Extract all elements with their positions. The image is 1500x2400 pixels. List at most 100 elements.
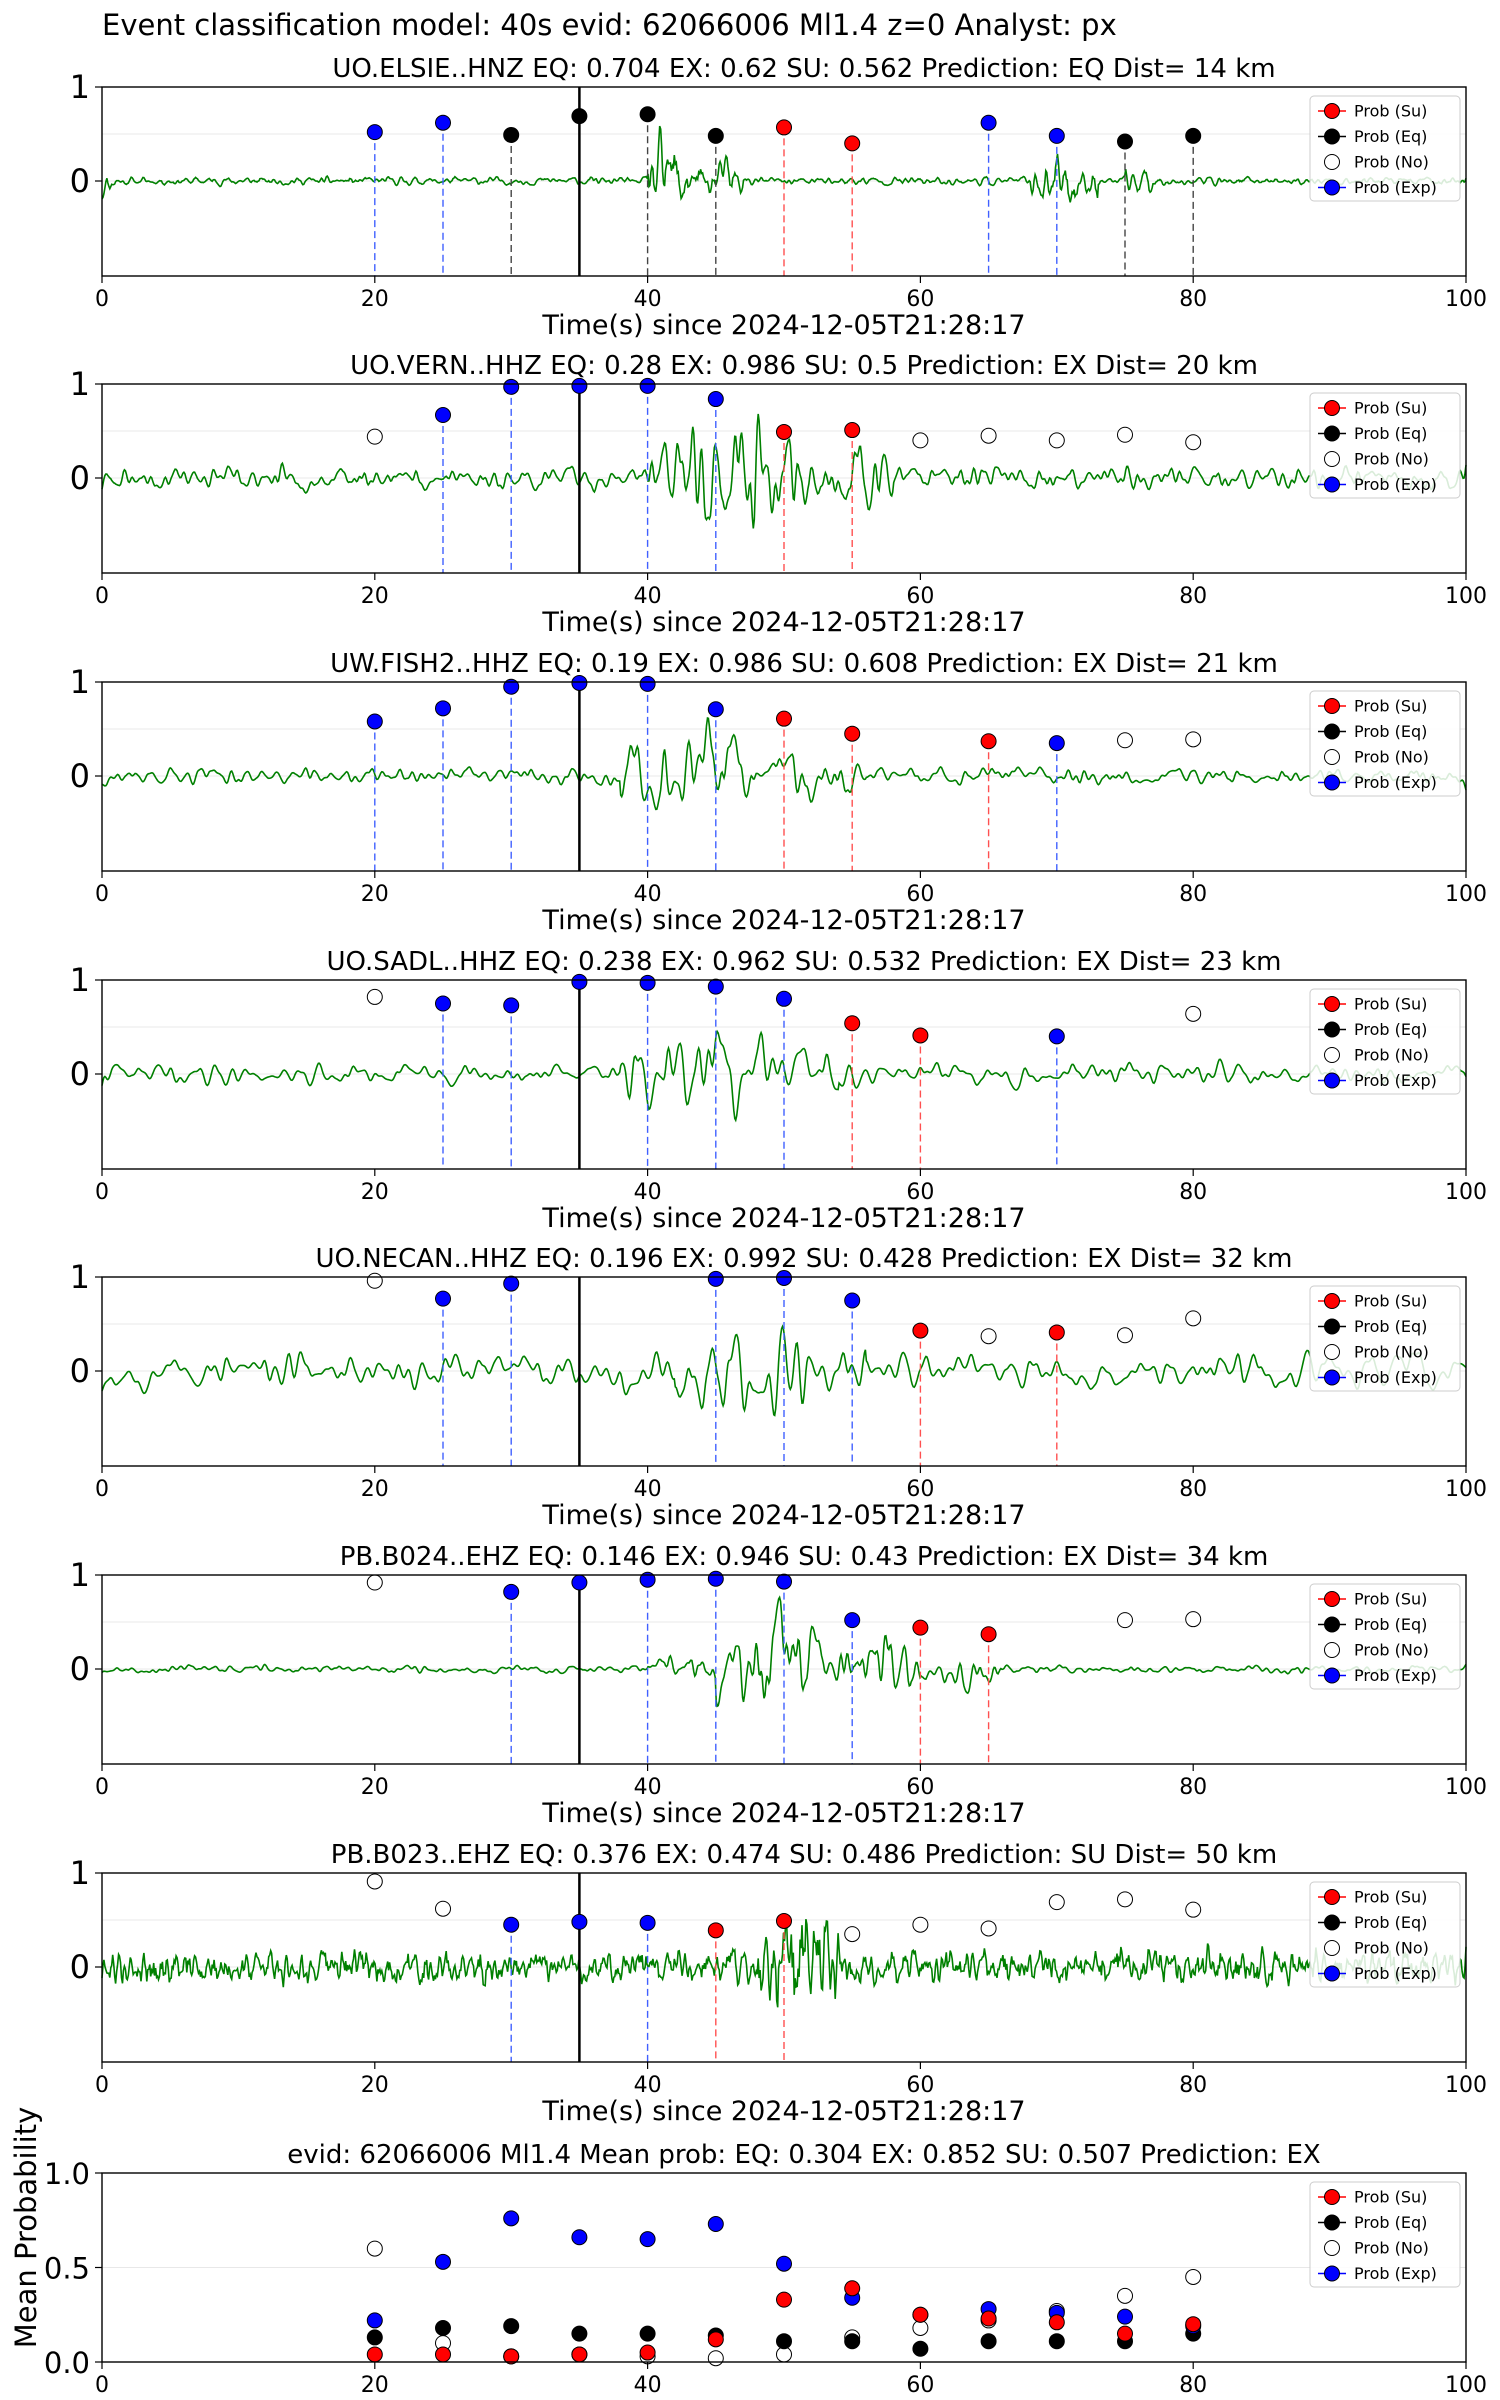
panel-title: UO.VERN..HHZ EQ: 0.28 EX: 0.986 SU: 0.5 … [350, 351, 1258, 381]
x-tick-label: 20 [361, 287, 389, 312]
legend-label-su: Prob (Su) [1354, 102, 1427, 121]
mean-prob-point-eq [503, 2318, 520, 2335]
panel-title: UO.NECAN..HHZ EQ: 0.196 EX: 0.992 SU: 0.… [316, 1244, 1293, 1274]
legend-marker-exp [1324, 476, 1340, 493]
legend-marker-eq [1324, 1914, 1340, 1931]
legend-label-exp: Prob (Exp) [1354, 1368, 1437, 1387]
x-tick-label: 60 [906, 2073, 934, 2098]
prob-point-no [1117, 426, 1133, 443]
mean-prob-point-su [776, 2291, 792, 2308]
prob-point-no [980, 427, 997, 444]
prob-point-exp [707, 701, 724, 718]
x-tick-label: 20 [361, 1775, 389, 1800]
x-tick-label: 100 [1445, 287, 1487, 312]
x-axis-label: Time(s) since 2024-12-05T21:28:17 [541, 607, 1025, 638]
legend-label-exp: Prob (Exp) [1354, 178, 1437, 197]
legend-label-su: Prob (Su) [1354, 1590, 1427, 1609]
x-tick-label: 0 [95, 2073, 109, 2098]
waveform-panel-6: PB.B024..EHZ EQ: 0.146 EX: 0.946 SU: 0.4… [70, 1542, 1487, 1829]
legend-label-su: Prob (Su) [1354, 399, 1427, 418]
mean-prob-point-su [366, 2346, 383, 2363]
x-tick-label: 100 [1445, 1180, 1487, 1205]
legend-box [1309, 2181, 1461, 2288]
prob-point-exp [571, 674, 588, 691]
mean-prob-point-no [1117, 2287, 1133, 2304]
prob-point-exp [435, 407, 451, 424]
mean-prob-point-su [844, 2280, 861, 2297]
x-tick-label: 100 [1445, 584, 1487, 609]
legend-label-exp: Prob (Exp) [1354, 1666, 1437, 1685]
mean-prob-point-su [1185, 2316, 1202, 2333]
prob-point-exp [571, 1574, 588, 1591]
y-tick-label: 1 [70, 1258, 90, 1296]
x-tick-label: 100 [1445, 1775, 1487, 1800]
y-tick-label: 1 [70, 1556, 90, 1594]
prob-point-no [1185, 434, 1202, 451]
prob-point-su [980, 1626, 997, 1643]
x-tick-label: 80 [1179, 2373, 1207, 2398]
prob-point-su [844, 135, 861, 152]
waveform-panel-5: UO.NECAN..HHZ EQ: 0.196 EX: 0.992 SU: 0.… [70, 1244, 1487, 1531]
prob-point-no [980, 1920, 997, 1937]
mean-prob-point-exp [707, 2216, 724, 2233]
legend-label-eq: Prob (Eq) [1354, 127, 1427, 146]
prob-point-su [912, 1322, 929, 1339]
prob-point-su [912, 1027, 929, 1044]
prob-point-exp [844, 1612, 861, 1629]
legend-label-exp: Prob (Exp) [1354, 773, 1437, 792]
prob-point-exp [571, 973, 588, 990]
prob-point-exp [435, 1290, 451, 1307]
y-tick-label: 1 [70, 365, 90, 403]
prob-point-su [980, 733, 997, 750]
prob-point-su [776, 710, 792, 727]
y-tick-label: 0.5 [44, 2252, 90, 2286]
legend-label-eq: Prob (Eq) [1354, 1913, 1427, 1932]
legend-label-eq: Prob (Eq) [1354, 424, 1427, 443]
mean-prob-point-exp [639, 2231, 656, 2248]
prob-point-no [366, 1574, 383, 1591]
legend-marker-no [1324, 154, 1340, 170]
prob-point-exp [503, 678, 520, 695]
x-tick-label: 20 [361, 882, 389, 907]
waveform-trace [101, 125, 1467, 203]
y-tick-label: 0.0 [44, 2346, 90, 2380]
x-tick-label: 0 [95, 1775, 109, 1800]
mean-prob-point-exp [571, 2229, 588, 2246]
prob-point-exp [776, 1269, 792, 1286]
prob-point-no [1117, 732, 1133, 749]
prob-point-no [1048, 432, 1065, 449]
y-tick-label: 1 [70, 961, 90, 999]
waveform-panel-1: UO.ELSIE..HNZ EQ: 0.704 EX: 0.62 SU: 0.5… [70, 54, 1487, 341]
legend-marker-exp [1324, 774, 1340, 791]
x-tick-label: 80 [1179, 2073, 1207, 2098]
legend-marker-eq [1324, 1021, 1340, 1038]
mean-prob-point-su [1117, 2325, 1133, 2342]
prob-point-exp [707, 1270, 724, 1287]
y-tick-label: 1 [70, 1854, 90, 1892]
prob-point-exp [435, 995, 451, 1012]
x-tick-label: 40 [634, 287, 662, 312]
mean-prob-point-su [503, 2348, 520, 2365]
x-tick-label: 60 [906, 287, 934, 312]
prob-point-exp [503, 378, 520, 395]
legend-label-eq: Prob (Eq) [1354, 2213, 1427, 2232]
legend-marker-exp [1324, 1667, 1340, 1684]
prob-point-no [366, 988, 383, 1005]
prob-point-eq [707, 127, 724, 144]
legend-marker-exp [1324, 1369, 1340, 1386]
legend-label-no: Prob (No) [1354, 1343, 1429, 1362]
page-title: Event classification model: 40s evid: 62… [102, 8, 1117, 42]
prob-point-su [844, 422, 861, 439]
x-tick-label: 80 [1179, 882, 1207, 907]
legend-label-no: Prob (No) [1354, 1046, 1429, 1065]
x-tick-label: 0 [95, 1477, 109, 1502]
legend-marker-su [1324, 2189, 1340, 2205]
prob-point-exp [776, 1573, 792, 1590]
legend-marker-su [1324, 400, 1340, 416]
legend-box [1309, 1583, 1461, 1690]
prob-point-no [435, 1900, 451, 1917]
legend-marker-exp [1324, 2265, 1340, 2282]
x-tick-label: 80 [1179, 287, 1207, 312]
mean-prob-point-su [1048, 2314, 1065, 2331]
